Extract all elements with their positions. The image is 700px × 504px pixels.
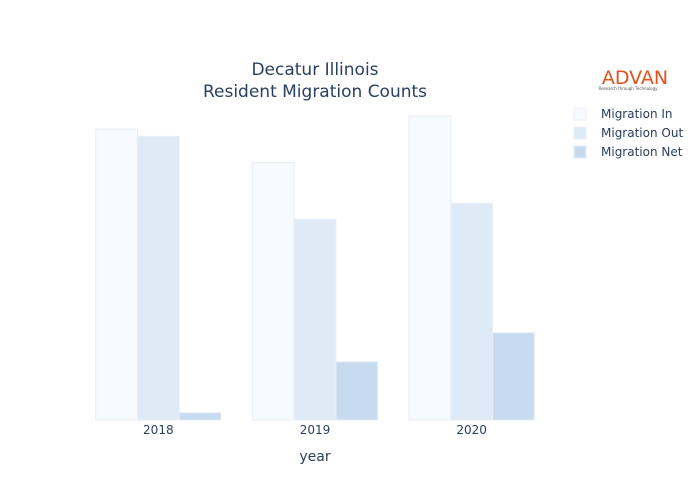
bar-migration-net-2019 — [335, 361, 379, 421]
bar-migration-in-2018 — [95, 128, 138, 421]
bar-migration-out-2018 — [136, 135, 180, 421]
logo-brand-text: ADVAN — [602, 67, 668, 89]
x-tick-labels: 2018 2019 2020 — [143, 423, 487, 437]
bar-migration-net-2020 — [492, 332, 535, 421]
chart-title-line-1: Decatur Illinois — [251, 60, 378, 80]
legend-label-migration-in[interactable]: Migration In — [601, 107, 673, 121]
bar-migration-net-2018 — [178, 412, 222, 421]
legend-swatch-migration-out[interactable] — [573, 126, 587, 140]
legend-swatch-migration-in[interactable] — [573, 107, 587, 121]
bar-migration-in-2019 — [251, 162, 295, 421]
bars-group — [95, 115, 535, 421]
x-tick-label-2020: 2020 — [456, 423, 487, 437]
x-axis-title: year — [299, 449, 330, 465]
chart-title: Decatur Illinois Resident Migration Coun… — [203, 60, 427, 102]
chart-title-line-2: Resident Migration Counts — [203, 82, 427, 102]
legend-swatch-migration-net[interactable] — [573, 145, 587, 159]
logo-tagline-text: Research through Technology — [598, 86, 658, 91]
legend: Migration In Migration Out Migration Net — [573, 107, 683, 159]
bar-migration-out-2020 — [450, 202, 494, 421]
advan-logo: ADVAN Research through Technology — [598, 67, 668, 91]
x-tick-label-2019: 2019 — [300, 423, 331, 437]
legend-label-migration-net[interactable]: Migration Net — [601, 145, 683, 159]
legend-label-migration-out[interactable]: Migration Out — [601, 126, 683, 140]
x-tick-label-2018: 2018 — [143, 423, 174, 437]
bar-migration-out-2019 — [293, 218, 337, 421]
bar-migration-in-2020 — [408, 115, 452, 421]
